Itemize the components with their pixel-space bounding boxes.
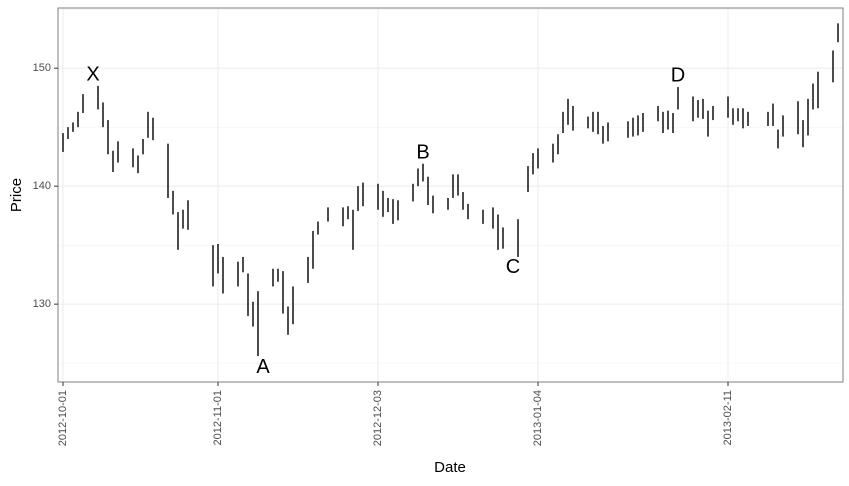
- x-tick-label: 2013-01-04: [532, 390, 544, 446]
- annotation: C: [506, 256, 520, 278]
- x-tick-label: 2012-12-03: [372, 390, 384, 446]
- y-tick-label: 130: [33, 298, 51, 310]
- y-axis-title: Price: [8, 178, 25, 212]
- marks: [62, 23, 839, 357]
- annotation: A: [256, 356, 270, 378]
- plot-background: [58, 8, 843, 382]
- annotation: X: [86, 64, 99, 86]
- x-axis-title: Date: [434, 459, 466, 476]
- x-tick-label: 2013-02-11: [722, 390, 734, 445]
- annotation: D: [671, 65, 685, 87]
- x-tick-label: 2012-10-01: [57, 390, 69, 446]
- x-tick-label: 2012-11-01: [212, 390, 224, 445]
- plot-frame: [57, 7, 844, 383]
- y-tick-label: 150: [33, 62, 51, 74]
- grid: [58, 8, 843, 382]
- y-tick-label: 140: [33, 180, 51, 192]
- annotation: B: [416, 141, 429, 163]
